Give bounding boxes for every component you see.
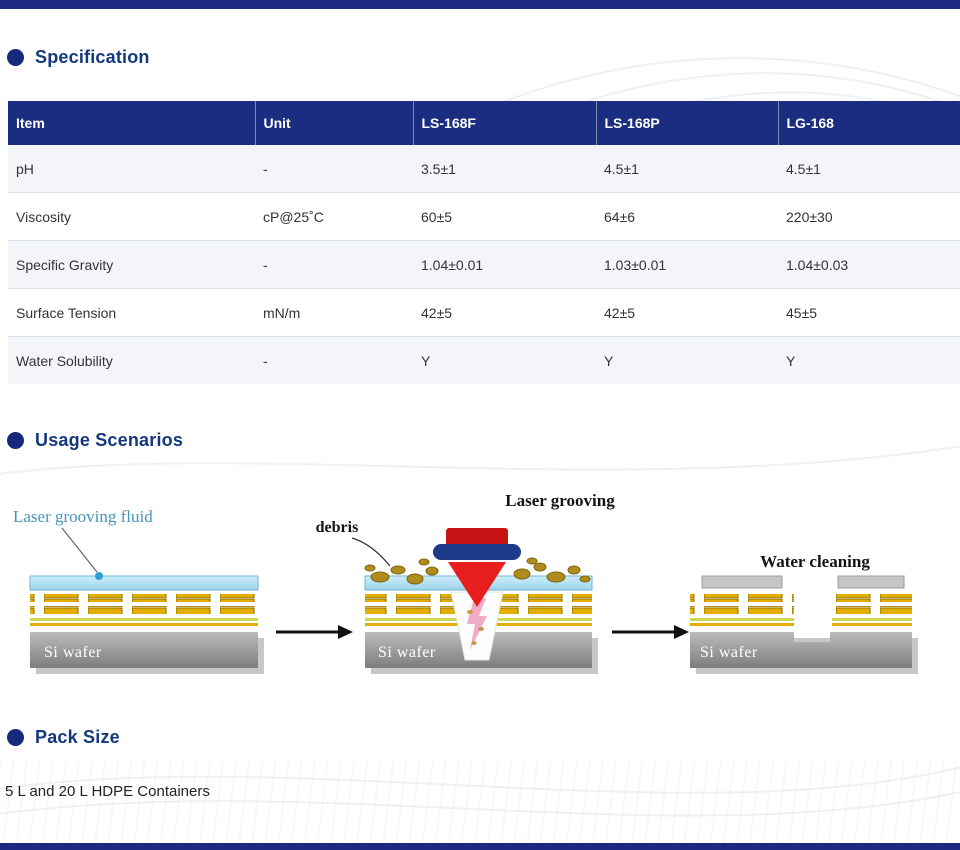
bullet-dot-icon (7, 49, 24, 66)
section-title: Specification (35, 47, 150, 67)
cell: 60±5 (413, 192, 596, 241)
specification-table: Item Unit LS-168F LS-168P LG-168 pH - 3.… (8, 101, 960, 384)
col-header-item: Item (8, 101, 255, 145)
debris-specks (467, 610, 484, 645)
bottom-accent-bar (0, 843, 960, 850)
usage-scenarios-diagram: Si wafer Laser grooving fluid (13, 491, 918, 674)
cell: Water Solubility (8, 336, 255, 384)
wafer-cleaned-illustration: Water cleaning Si wafer (690, 552, 918, 674)
top-accent-bar (0, 0, 960, 9)
cell: 4.5±1 (786, 160, 821, 177)
metal-cap (701, 575, 783, 589)
si-wafer-label: Si wafer (378, 644, 436, 661)
cell: 3.5±1 (421, 160, 456, 177)
table-row: Viscosity cP@25˚C 60±5 64±6 220±30 (8, 192, 960, 241)
col-header-unit: Unit (254, 101, 413, 145)
debris-blobs (364, 557, 591, 585)
wafer-grooving-illustration: Laser grooving debris Si wafer (316, 491, 615, 674)
table-row: Water Solubility - Y Y Y (8, 336, 960, 384)
background-pattern-bottom (0, 758, 960, 844)
section-heading-usage: Usage Scenarios (7, 430, 183, 451)
si-wafer-label: Si wafer (700, 644, 758, 661)
cell: - (263, 160, 268, 177)
cell: 1.03±0.01 (596, 240, 778, 289)
cell: 4.5±1 (604, 160, 639, 177)
cell: - (255, 336, 413, 384)
fluid-pointer-dot-icon (95, 572, 103, 580)
metal-cap (837, 575, 905, 589)
si-wafer-label: Si wafer (44, 644, 102, 661)
table-row: Surface Tension mN/m 42±5 42±5 45±5 (8, 288, 960, 337)
col-header-ls168f: LS-168F (412, 101, 596, 145)
cell: Specific Gravity (8, 240, 255, 289)
cell: pH (16, 160, 34, 177)
bullet-dot-icon (7, 432, 24, 449)
laser-source-icon (446, 528, 508, 548)
cell: Viscosity (8, 192, 255, 241)
cell: Y (778, 336, 960, 384)
section-heading-specification: Specification (7, 47, 150, 68)
table-header-row: Item Unit LS-168F LS-168P LG-168 (8, 101, 960, 145)
cell: 1.04±0.01 (413, 240, 596, 289)
pack-size-description: 5 L and 20 L HDPE Containers (5, 783, 210, 800)
cell: 64±6 (596, 192, 778, 241)
laser-lens-icon (433, 544, 521, 560)
arrow-right-icon (276, 625, 353, 639)
arrow-right-icon (612, 625, 689, 639)
section-heading-pack-size: Pack Size (7, 727, 120, 748)
debris-label: debris (316, 519, 359, 536)
cell: 1.04±0.03 (778, 240, 960, 289)
cell: Surface Tension (8, 288, 255, 337)
si-wafer-base (690, 632, 912, 668)
laser-beam-icon (448, 562, 506, 607)
table-row: pH - 3.5±1 4.5±1 4.5±1 (8, 145, 960, 193)
debris-pointer-line (351, 537, 391, 567)
laser-grooving-label: Laser grooving (505, 491, 615, 510)
cell: 220±30 (778, 192, 960, 241)
cell: Y (413, 336, 596, 384)
section-title: Usage Scenarios (35, 430, 184, 450)
section-title: Pack Size (35, 727, 120, 747)
col-header-ls168p: LS-168P (595, 101, 778, 145)
cell: cP@25˚C (255, 192, 413, 241)
cell: 45±5 (778, 288, 960, 337)
cell: 42±5 (413, 288, 596, 337)
water-cleaning-label: Water cleaning (760, 552, 870, 571)
cell: - (255, 240, 413, 289)
table-row: Specific Gravity - 1.04±0.01 1.03±0.01 1… (8, 240, 960, 289)
col-header-lg168: LG-168 (777, 101, 960, 145)
wafer-before-illustration: Si wafer Laser grooving fluid (13, 507, 264, 674)
cell: Y (596, 336, 778, 384)
bullet-dot-icon (7, 729, 24, 746)
laser-grooving-fluid-label: Laser grooving fluid (13, 507, 153, 526)
cell: 42±5 (596, 288, 778, 337)
cell: mN/m (255, 288, 413, 337)
